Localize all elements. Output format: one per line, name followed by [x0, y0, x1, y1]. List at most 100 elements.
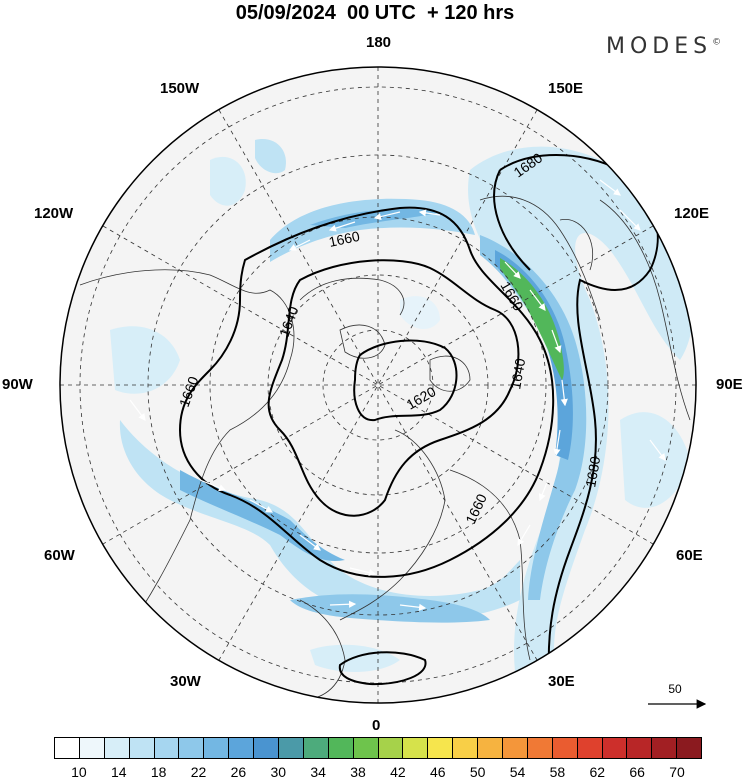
colorbar-bin: [527, 738, 553, 758]
lon-label-150w: 150W: [160, 80, 200, 97]
contour-1680-inner: [493, 169, 531, 271]
colorbar-bin: [154, 738, 180, 758]
wind-arrow: [619, 209, 641, 231]
graticule: [60, 67, 696, 703]
colorbar-bin: [428, 738, 454, 758]
jet-core-east: [480, 235, 587, 600]
wind-arrow: [199, 479, 227, 492]
wind-arrow: [349, 567, 377, 577]
jet-band-west: [119, 420, 521, 620]
colorbar: [54, 737, 702, 759]
wind-arrow: [649, 439, 666, 461]
colorbar-bin: [503, 738, 528, 758]
shading-patch: [620, 412, 690, 508]
colorbar-bin: [577, 738, 603, 758]
wind-arrow: [517, 524, 531, 547]
wind-arrow: [538, 479, 549, 502]
colorbar-bin: [552, 738, 578, 758]
colorbar-bin: [478, 738, 504, 758]
colorbar-tick-label: 22: [190, 764, 207, 780]
meridian: [218, 109, 538, 661]
contour-label: 1660: [327, 228, 361, 250]
wind-arrow: [599, 179, 621, 196]
colorbar-bin: [602, 738, 628, 758]
colorbar-bin: [254, 738, 280, 758]
colorbar-bin: [129, 738, 155, 758]
lon-label-30w: 30W: [170, 673, 201, 690]
contour-label: 1640: [507, 357, 528, 391]
contour-label: 1680: [582, 455, 603, 489]
contour-south-high: [338, 651, 427, 686]
latitude-circle: [209, 216, 547, 554]
colorbar-bin: [229, 738, 255, 758]
wind-arrow: [299, 534, 321, 551]
brand-text: MODES: [606, 34, 713, 59]
wind-arrow: [399, 603, 427, 611]
lon-label-30e: 30E: [548, 673, 575, 690]
colorbar-bin: [453, 738, 479, 758]
lon-label-90w: 90W: [2, 376, 33, 393]
reference-vector: 50: [640, 682, 710, 712]
shading-patch: [255, 139, 286, 174]
wind-arrow: [288, 239, 311, 251]
wind-arrow: [249, 499, 274, 513]
colorbar-tick-label: 10: [71, 764, 87, 780]
shading-patch: [210, 156, 246, 206]
colorbar-bin: [677, 738, 702, 758]
colorbar-bin: [279, 738, 304, 758]
colorbar-tick-label: 50: [469, 764, 486, 780]
wind-arrow: [504, 261, 521, 279]
colorbar-tick-label: 42: [390, 764, 406, 780]
colorbar-tick-label: 46: [430, 764, 446, 780]
contour-1640: [267, 259, 520, 517]
meridian: [102, 225, 654, 545]
colorbar-tick-label: 34: [310, 764, 326, 780]
lon-label-120w: 120W: [34, 205, 74, 222]
colorbar-bin: [303, 738, 329, 758]
lon-label-60w: 60W: [44, 547, 75, 564]
colorbar-tick-label: 54: [509, 764, 526, 780]
latitude-circle: [322, 329, 434, 441]
wind-vectors: [129, 179, 666, 611]
colorbar-tick-label: 38: [350, 764, 366, 780]
wind-arrow: [329, 600, 357, 608]
wind-arrow: [560, 379, 568, 407]
lon-label-60e: 60E: [676, 547, 703, 564]
colorbar-bin: [204, 738, 230, 758]
meridian: [218, 109, 538, 661]
lon-label-0: 0: [372, 717, 381, 734]
meridian: [102, 225, 654, 545]
lon-label-150e: 150E: [548, 80, 584, 97]
colorbar-tick-label: 26: [230, 764, 247, 780]
wind-arrow: [328, 221, 356, 232]
wind-arrow: [553, 429, 561, 457]
colorbar-bin: [403, 738, 429, 758]
wind-arrow: [129, 399, 146, 421]
shading-patch: [110, 326, 180, 394]
lon-label-180: 180: [366, 34, 392, 51]
contour-1660: [178, 206, 555, 578]
map-boundary: [59, 66, 697, 704]
colorbar-tick-label: 30: [270, 764, 287, 780]
wind-arrow: [373, 211, 401, 221]
colorbar-tick-label: 66: [629, 764, 645, 780]
colorbar-bin: [627, 738, 653, 758]
colorbar-bin: [378, 738, 404, 758]
europe-band: [290, 594, 490, 623]
wind-arrow: [551, 329, 562, 354]
colorbar-bin: [104, 738, 130, 758]
reference-vector-label: 50: [668, 682, 682, 696]
colorbar-tick-label: 18: [150, 764, 167, 780]
colorbar-tick-label: 14: [111, 764, 127, 780]
contour-1620: [353, 339, 458, 422]
colorbar-bin: [179, 738, 205, 758]
colorbar-bin: [353, 738, 379, 758]
lon-label-90e: 90E: [716, 376, 743, 393]
colorbar-bin: [328, 738, 354, 758]
colorbar-bin: [55, 738, 80, 758]
colorbar-labels: 10 14 18 22 26 30 34 38 42 46 50 54 58 62 66 70: [0, 764, 750, 782]
colorbar-bin: [652, 738, 678, 758]
colorbar-tick-label: 62: [589, 764, 606, 780]
map-title: 05/09/2024 00 UTC + 120 hrs: [235, 2, 515, 24]
